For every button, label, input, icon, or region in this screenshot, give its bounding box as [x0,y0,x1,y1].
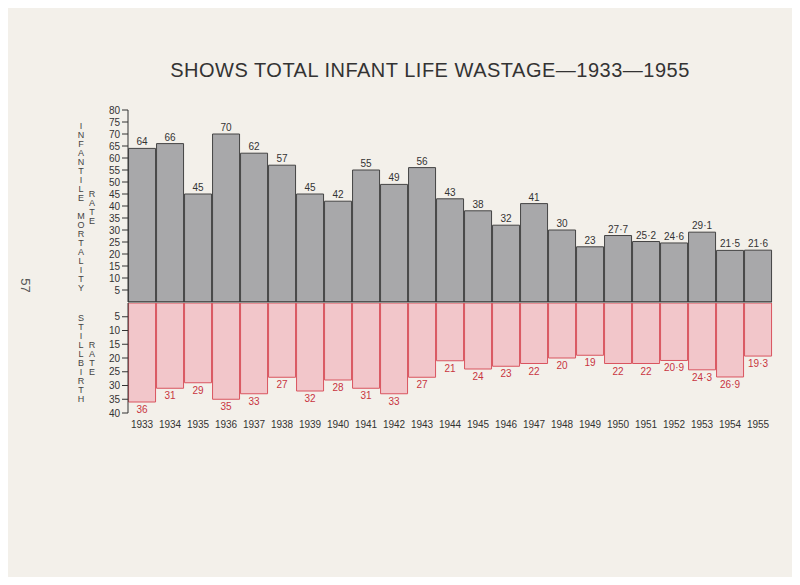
svg-text:29·1: 29·1 [692,220,712,231]
svg-text:35: 35 [220,401,232,412]
svg-text:35: 35 [109,394,121,405]
svg-text:33: 33 [388,396,400,407]
svg-text:20: 20 [109,353,121,364]
svg-text:27: 27 [276,379,288,390]
svg-text:21·6: 21·6 [748,238,768,249]
svg-text:19·3: 19·3 [748,358,768,369]
html-text:57: 57 [17,278,33,293]
svg-text:15: 15 [109,339,121,350]
svg-text:55: 55 [360,158,372,169]
svg-text:80: 80 [109,105,121,116]
svg-text:40: 40 [109,408,121,419]
svg-text:1941: 1941 [355,419,378,430]
html-text:STILLBIRTH: STILLBIRTH [76,313,86,403]
svg-text:20·9: 20·9 [664,362,684,373]
svg-text:1945: 1945 [467,419,490,430]
svg-text:1946: 1946 [495,419,518,430]
svg-text:1944: 1944 [439,419,462,430]
svg-text:35: 35 [109,213,121,224]
svg-text:25: 25 [109,237,121,248]
svg-text:50: 50 [109,177,121,188]
svg-text:32: 32 [304,393,316,404]
svg-text:1949: 1949 [579,419,602,430]
svg-text:23: 23 [500,368,512,379]
svg-text:49: 49 [388,172,400,183]
svg-text:1955: 1955 [747,419,770,430]
svg-text:1934: 1934 [159,419,182,430]
svg-text:5: 5 [114,285,120,296]
svg-text:32: 32 [500,213,512,224]
svg-text:70: 70 [109,129,121,140]
svg-text:15: 15 [109,261,121,272]
svg-text:10: 10 [109,273,121,284]
svg-text:43: 43 [444,187,456,198]
svg-text:30: 30 [109,380,121,391]
svg-text:29: 29 [192,385,204,396]
svg-text:45: 45 [304,182,316,193]
svg-text:45: 45 [192,182,204,193]
svg-text:27·7: 27·7 [608,224,628,235]
svg-text:1938: 1938 [271,419,294,430]
svg-text:27: 27 [416,379,428,390]
svg-text:22: 22 [612,366,624,377]
svg-text:1939: 1939 [299,419,322,430]
svg-text:31: 31 [164,390,176,401]
svg-text:1933: 1933 [131,419,154,430]
svg-text:1940: 1940 [327,419,350,430]
svg-text:10: 10 [109,325,121,336]
svg-text:1952: 1952 [663,419,686,430]
svg-text:70: 70 [220,122,232,133]
svg-text:21·5: 21·5 [720,238,740,249]
svg-text:1953: 1953 [691,419,714,430]
svg-text:60: 60 [109,153,121,164]
svg-text:30: 30 [109,225,121,236]
svg-text:66: 66 [164,132,176,143]
svg-text:62: 62 [248,141,260,152]
svg-text:38: 38 [472,199,484,210]
svg-text:33: 33 [248,396,260,407]
svg-text:19: 19 [584,357,596,368]
html-text:SHOWS TOTAL INFANT LIFE WASTAG: SHOWS TOTAL INFANT LIFE WASTAGE—1933—195… [170,59,690,81]
svg-text:1942: 1942 [383,419,406,430]
svg-text:1936: 1936 [215,419,238,430]
svg-text:23: 23 [584,235,596,246]
svg-text:42: 42 [332,189,344,200]
svg-text:26·9: 26·9 [720,379,740,390]
html-text:INFANTILE MORTALITY: INFANTILE MORTALITY [76,121,86,292]
svg-text:24: 24 [472,371,484,382]
svg-text:1954: 1954 [719,419,742,430]
svg-text:55: 55 [109,165,121,176]
svg-text:57: 57 [276,153,288,164]
svg-text:22: 22 [640,366,652,377]
svg-text:56: 56 [416,156,428,167]
svg-text:20: 20 [556,360,568,371]
svg-text:45: 45 [109,189,121,200]
svg-text:75: 75 [109,117,121,128]
svg-text:21: 21 [444,363,456,374]
svg-text:28: 28 [332,382,344,393]
svg-text:20: 20 [109,249,121,260]
svg-text:22: 22 [528,366,540,377]
svg-text:24·6: 24·6 [664,231,684,242]
html-text:RATE: RATE [87,188,97,225]
svg-text:31: 31 [360,390,372,401]
svg-text:65: 65 [109,141,121,152]
svg-text:1950: 1950 [607,419,630,430]
svg-text:25·2: 25·2 [636,230,656,241]
svg-text:25: 25 [109,366,121,377]
svg-text:1943: 1943 [411,419,434,430]
svg-text:1937: 1937 [243,419,266,430]
svg-text:36: 36 [136,404,148,415]
svg-text:40: 40 [109,201,121,212]
svg-text:30: 30 [556,218,568,229]
svg-text:1951: 1951 [635,419,658,430]
svg-text:64: 64 [136,136,148,147]
html-text:RATE: RATE [87,340,97,376]
svg-text:41: 41 [528,192,540,203]
svg-text:24·3: 24·3 [692,372,712,383]
svg-text:1947: 1947 [523,419,546,430]
svg-text:5: 5 [114,311,120,322]
svg-text:1935: 1935 [187,419,210,430]
svg-text:1948: 1948 [551,419,574,430]
